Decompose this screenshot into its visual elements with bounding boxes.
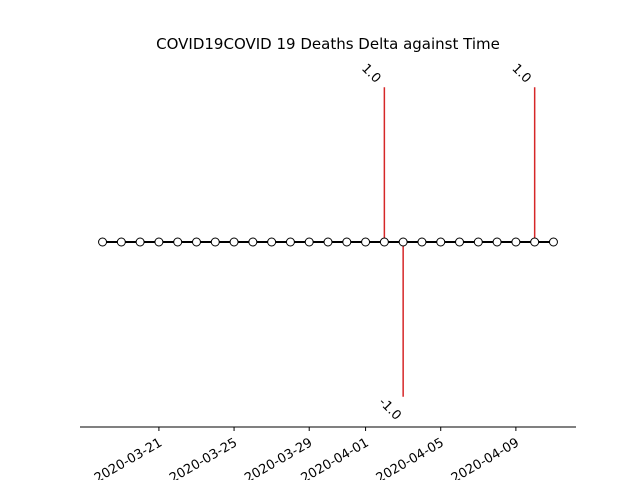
stem-label-2020-04-02: 1.0	[358, 61, 383, 86]
marker-2020-03-22	[173, 237, 183, 247]
marker-2020-04-06	[455, 237, 465, 247]
marker-layer	[98, 237, 558, 247]
stem-label-2020-04-10: 1.0	[509, 61, 534, 86]
marker-2020-04-07	[473, 237, 483, 247]
marker-2020-03-30	[323, 237, 333, 247]
marker-2020-03-23	[191, 237, 201, 247]
marker-2020-03-20	[135, 237, 145, 247]
x-tick-label-2020-03-25: 2020-03-25	[167, 435, 240, 480]
chart-title: COVID19COVID 19 Deaths Delta against Tim…	[156, 35, 500, 53]
marker-2020-03-27	[267, 237, 277, 247]
marker-2020-04-03	[398, 237, 408, 247]
x-tick-label-2020-03-21: 2020-03-21	[92, 435, 165, 480]
marker-2020-03-21	[154, 237, 164, 247]
marker-2020-03-31	[342, 237, 352, 247]
marker-2020-04-08	[492, 237, 502, 247]
marker-2020-04-11	[548, 237, 558, 247]
marker-2020-03-26	[248, 237, 258, 247]
marker-2020-03-29	[304, 237, 314, 247]
marker-2020-04-09	[511, 237, 521, 247]
x-tick-layer: 2020-03-21 2020-03-25 2020-03-292020-04-01…	[92, 427, 522, 480]
marker-2020-03-28	[285, 237, 295, 247]
marker-2020-03-18	[98, 237, 108, 247]
marker-2020-04-05	[436, 237, 446, 247]
x-tick-label-2020-04-05: 2020-04-05	[374, 435, 447, 480]
marker-2020-04-10	[530, 237, 540, 247]
marker-2020-04-04	[417, 237, 427, 247]
x-tick-label-2020-04-09: 2020-04-09	[449, 435, 522, 480]
stem-label-2020-04-03: -1.0	[375, 395, 404, 424]
marker-2020-04-02	[379, 237, 389, 247]
marker-2020-03-19	[116, 237, 126, 247]
marker-2020-03-24	[210, 237, 220, 247]
marker-2020-03-25	[229, 237, 239, 247]
marker-2020-04-01	[361, 237, 371, 247]
